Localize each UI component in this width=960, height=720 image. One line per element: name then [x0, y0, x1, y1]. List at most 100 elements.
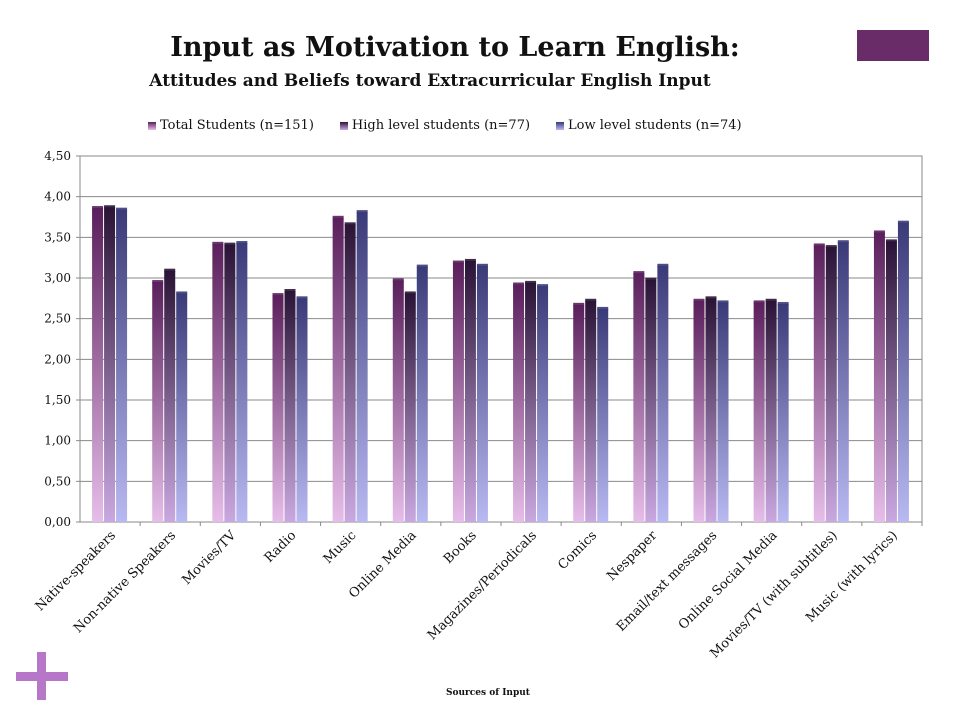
bar-cap [404, 291, 416, 295]
bar [152, 282, 164, 522]
y-tick-label: 2,00 [44, 352, 71, 366]
bar [585, 300, 597, 522]
chart-title: Input as Motivation to Learn English: [170, 32, 740, 63]
legend-label-total: Total Students (n=151) [160, 118, 314, 133]
bar [92, 208, 104, 522]
bar-cap [717, 300, 729, 304]
bar-cap [765, 298, 777, 302]
bar-cap [476, 263, 488, 267]
bar-cap [152, 280, 164, 284]
y-tick-label: 3,50 [44, 230, 71, 244]
bar-cap [825, 245, 837, 249]
bar [513, 284, 525, 522]
bar-cap [585, 298, 597, 302]
x-tick-label: Movies/TV (with subtitles) [708, 528, 841, 661]
x-tick-label: Radio [262, 528, 300, 566]
x-tick-label: Online Social Media [676, 528, 781, 633]
legend-item-total: Total Students (n=151) [148, 118, 314, 133]
x-tick-label: Magazines/Periodicals [425, 528, 540, 643]
bar [693, 300, 705, 522]
bar-cap [104, 205, 116, 209]
legend-item-high: High level students (n=77) [339, 118, 530, 133]
plus-icon [16, 652, 68, 700]
bar [525, 282, 537, 522]
bar [116, 209, 128, 522]
bar [236, 243, 248, 522]
bar-cap [657, 263, 669, 267]
bar-cap [897, 220, 909, 224]
bar [813, 245, 825, 522]
decorative-accent-box [857, 30, 929, 61]
bar-cap [164, 268, 176, 272]
y-tick-label: 2,50 [44, 312, 71, 326]
bar-cap [645, 277, 657, 281]
bar-cap [176, 291, 188, 295]
bar-cap [525, 280, 537, 284]
bar [344, 224, 356, 522]
chart-subtitle: Attitudes and Beliefs toward Extracurric… [149, 71, 711, 91]
y-tick-label: 1,00 [44, 434, 71, 448]
bar-cap [837, 240, 849, 244]
bar [537, 286, 549, 522]
y-tick-label: 4,00 [44, 190, 71, 204]
bar [825, 247, 837, 523]
y-tick-label: 0,50 [44, 474, 71, 488]
x-axis-title: Sources of Input [446, 688, 530, 698]
bar [476, 265, 488, 522]
plot-area [79, 155, 923, 523]
bar-cap [236, 241, 248, 245]
bar-cap [92, 206, 104, 210]
bar-cap [693, 298, 705, 302]
y-tick-label: 0,00 [44, 515, 71, 529]
legend-label-low: Low level students (n=74) [568, 118, 742, 133]
bar-cap [513, 282, 525, 286]
bar [452, 262, 464, 522]
bar-cap [633, 271, 645, 275]
x-tick-label: Movies/TV [179, 528, 239, 588]
bar-cap [344, 222, 356, 226]
bar [657, 265, 669, 522]
y-tick-label: 1,50 [44, 393, 71, 407]
bar-cap [392, 278, 404, 282]
legend-swatch-high [339, 121, 348, 130]
bar-cap [356, 210, 368, 214]
bar-cap [597, 306, 609, 310]
bar-cap [332, 215, 344, 219]
y-tick-label: 3,00 [44, 271, 71, 285]
bar-cap [272, 293, 284, 297]
bar-cap [705, 296, 717, 300]
bar [897, 222, 909, 522]
x-tick-label: Non-native Speakers [71, 528, 179, 636]
bar [705, 298, 717, 522]
bar [753, 302, 765, 522]
bar [765, 300, 777, 522]
bar [645, 279, 657, 522]
bar [573, 304, 585, 522]
bar-cap [753, 300, 765, 304]
bar [332, 217, 344, 522]
bar-cap [212, 241, 224, 245]
bar [885, 241, 897, 522]
legend-swatch-total [148, 121, 156, 130]
bar [104, 207, 116, 523]
x-tick-label: Music [321, 528, 360, 567]
bar-cap [813, 243, 825, 247]
bar [176, 293, 188, 522]
bar [224, 244, 236, 523]
bar [464, 260, 476, 522]
x-tick-label: Nespaper [604, 528, 660, 584]
bar [272, 295, 284, 522]
legend: Total Students (n=151) High level studen… [148, 118, 742, 133]
bar [296, 298, 308, 522]
bar [633, 273, 645, 522]
bar-cap [873, 230, 885, 234]
bar-cap [416, 264, 428, 268]
x-tick-label: Comics [555, 528, 600, 573]
legend-swatch-low [556, 121, 565, 130]
x-tick-label: Books [441, 528, 480, 567]
bar [837, 242, 849, 523]
bar [873, 232, 885, 522]
bar-cap [284, 289, 296, 293]
bar [416, 266, 428, 522]
